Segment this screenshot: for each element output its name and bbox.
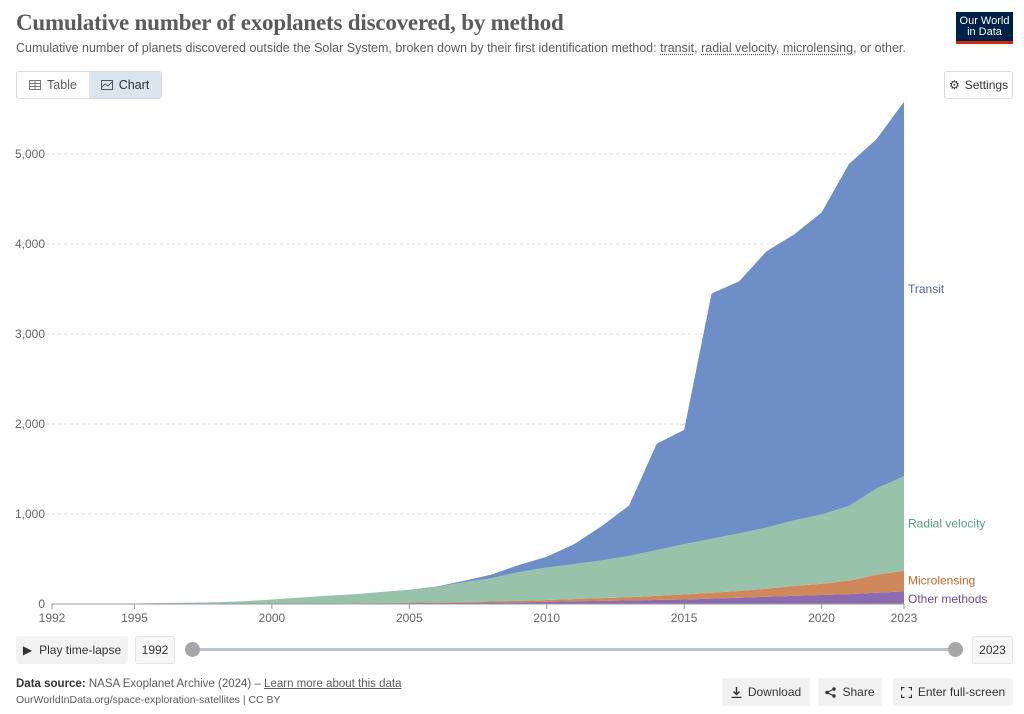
term-transit[interactable]: transit [660,41,695,55]
series-label-transit: Transit [908,282,945,296]
x-tick-label: 1995 [121,611,148,625]
chart-title: Cumulative number of exoplanets discover… [16,10,564,35]
x-tick-label: 2005 [396,611,423,625]
play-icon: ▶ [22,643,33,657]
start-year-box[interactable]: 1992 [135,636,175,664]
tab-chart[interactable]: Chart [89,72,161,98]
view-tabs: Table Chart [16,71,162,99]
timeline-end-handle[interactable] [948,642,963,657]
x-tick-label: 2015 [671,611,698,625]
data-source: Data source: NASA Exoplanet Archive (202… [16,678,402,690]
share-button[interactable]: Share [818,678,882,706]
x-tick-label: 2010 [533,611,560,625]
timeline-start-handle[interactable] [185,642,200,657]
area-other [52,591,904,604]
series-label-other: Other methods [908,592,987,606]
download-icon [731,686,742,698]
area-transit [52,101,904,604]
source-url: OurWorldInData.org/space-exploration-sat… [16,694,281,706]
series-label-micro: Microlensing [908,574,975,588]
gear-icon: ⚙ [948,78,960,92]
owid-logo[interactable]: Our World in Data [956,12,1013,44]
share-icon [825,686,837,698]
table-icon [29,80,42,90]
download-button[interactable]: Download [722,678,810,706]
y-tick-label: 2,000 [15,417,45,431]
term-radial-velocity[interactable]: radial velocity [701,41,776,55]
x-tick-label: 2000 [259,611,286,625]
series-label-radial: Radial velocity [908,516,985,530]
term-microlensing[interactable]: microlensing [782,41,854,55]
end-year-box[interactable]: 2023 [972,636,1013,664]
y-tick-label: 5,000 [15,147,45,161]
settings-button[interactable]: ⚙ Settings [944,71,1013,99]
chart-icon [100,80,113,90]
learn-more-link[interactable]: Learn more about this data [264,678,402,690]
y-tick-label: 1,000 [15,507,45,521]
y-tick-label: 3,000 [15,327,45,341]
tab-table[interactable]: Table [17,72,89,98]
fullscreen-button[interactable]: Enter full-screen [893,678,1013,706]
timeline-track[interactable] [192,648,956,651]
chart-subtitle: Cumulative number of planets discovered … [16,41,906,55]
expand-icon [900,686,912,698]
area-radial [52,476,904,604]
y-tick-label: 0 [38,597,45,611]
y-tick-label: 4,000 [15,237,45,251]
x-tick-label: 2023 [891,611,918,625]
x-tick-label: 1992 [39,611,66,625]
area-micro [52,570,904,604]
x-tick-label: 2020 [808,611,835,625]
area-chart: 0 1,000 2,000 3,000 4,000 5,000 1992 1995 2000 20… [15,101,987,625]
play-timelapse-button[interactable]: ▶ Play time-lapse [16,636,128,664]
